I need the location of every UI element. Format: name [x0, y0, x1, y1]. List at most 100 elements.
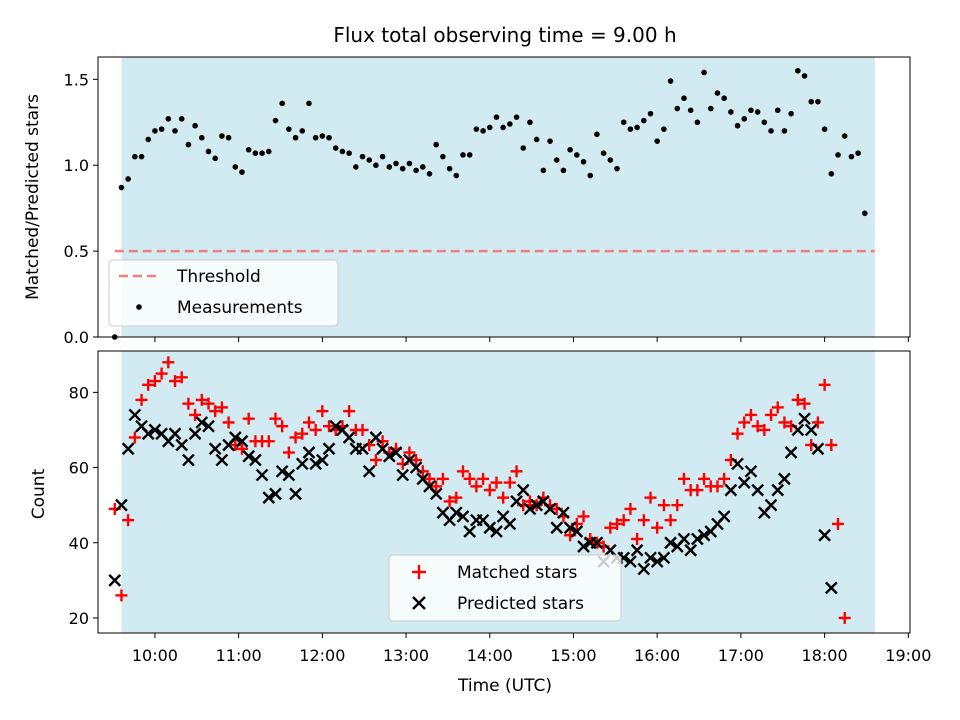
predicted-star-point	[818, 528, 831, 542]
measurement-point	[486, 124, 493, 131]
predicted-star-point	[804, 423, 818, 437]
measurement-point	[808, 98, 815, 105]
count-y-tick-label: 20	[69, 609, 89, 628]
matched-star-point	[128, 431, 141, 444]
predicted-star-stroke	[235, 434, 249, 448]
measurement-point	[553, 157, 560, 163]
ratio-legend-box	[108, 259, 339, 327]
predicted-star-stroke	[262, 491, 276, 504]
matched-star-point	[456, 465, 469, 478]
matched-star-point	[644, 491, 657, 504]
ratio-y-tick-label: 1.0	[64, 156, 89, 175]
measurement-point	[694, 119, 701, 126]
measurement-point	[272, 117, 279, 124]
matched-star-point	[235, 442, 248, 455]
matched-star-point	[711, 480, 724, 493]
predicted-star-stroke	[242, 449, 256, 463]
matched-star-point	[798, 397, 811, 410]
predicted-star-stroke	[496, 510, 510, 523]
matched-star-point	[470, 480, 483, 493]
predicted-star-point	[121, 442, 135, 456]
predicted-star-point	[563, 521, 577, 535]
measurement-point	[594, 131, 600, 138]
measurement-point	[165, 116, 172, 122]
predicted-star-stroke	[449, 506, 463, 520]
measurement-point	[741, 116, 748, 122]
measurement-point	[774, 107, 781, 114]
predicted-star-stroke	[382, 449, 396, 463]
predicted-star-point	[322, 442, 336, 456]
measurement-point	[473, 126, 480, 132]
measurement-point	[520, 145, 527, 151]
measurement-point	[339, 148, 346, 155]
measurement-point	[507, 121, 513, 127]
measurement-point	[145, 136, 152, 143]
matched-star-point	[309, 423, 322, 436]
predicted-star-stroke	[108, 574, 122, 587]
matched-star-point	[356, 423, 369, 436]
predicted-star-point	[235, 434, 249, 448]
predicted-star-point	[516, 483, 530, 497]
predicted-star-point	[115, 498, 128, 512]
predicted-star-stroke	[657, 551, 671, 565]
matched-star-point	[148, 375, 161, 388]
matched-star-point	[671, 499, 684, 512]
predicted-star-stroke	[168, 427, 182, 441]
measurement-point	[768, 128, 774, 134]
matched-star-point	[323, 420, 336, 433]
measurement-point	[306, 100, 312, 107]
predicted-star-point	[309, 457, 322, 471]
predicted-star-stroke	[342, 431, 356, 444]
ratio-axis-ticks: 0.0 0.5 1.0 1.5	[64, 70, 909, 347]
measurement-point	[687, 107, 694, 114]
predicted-star-stroke	[148, 423, 162, 437]
predicted-star-stroke	[376, 442, 389, 456]
matched-star-point	[497, 491, 510, 504]
predicted-star-point	[175, 438, 189, 452]
predicted-star-stroke	[697, 528, 711, 542]
predicted-star-stroke	[175, 438, 189, 452]
measurement-point	[574, 152, 580, 158]
matched-star-point	[175, 371, 188, 384]
matched-star-point	[738, 416, 751, 429]
matched-star-point	[436, 472, 449, 485]
predicted-star-stroke	[637, 562, 651, 576]
predicted-star-stroke	[744, 464, 758, 478]
measurement-point	[728, 109, 734, 115]
x-tick-label: 13:00	[383, 646, 429, 665]
predicted-star-point	[409, 461, 423, 474]
matched-star-point	[282, 446, 295, 459]
predicted-star-stroke	[409, 461, 423, 474]
predicted-star-point	[791, 423, 805, 437]
measurement-point	[138, 153, 145, 160]
predicted-star-point	[490, 525, 503, 538]
predicted-star-stroke	[275, 464, 289, 478]
measurement-point	[754, 109, 761, 115]
matched-star-point	[483, 484, 496, 497]
predicted-star-point	[724, 483, 738, 497]
measurement-point	[681, 95, 687, 102]
measurement-point	[540, 167, 547, 174]
predicted-star-stroke	[476, 513, 490, 527]
predicted-star-stroke	[630, 543, 644, 557]
measurement-point	[118, 184, 125, 191]
predicted-star-point	[208, 442, 222, 456]
predicted-star-stroke	[784, 446, 798, 459]
matched-star-point	[657, 499, 670, 512]
predicted-star-point	[249, 453, 262, 467]
predicted-star-point	[644, 551, 657, 565]
predicted-star-point	[429, 487, 443, 501]
predicted-star-point	[382, 449, 396, 463]
measurement-point	[373, 162, 379, 169]
predicted-star-point	[188, 427, 202, 441]
matched-star-point	[771, 401, 784, 414]
predicted-star-stroke	[269, 487, 282, 501]
measurement-point	[861, 210, 868, 217]
measurement-point	[480, 128, 486, 134]
predicted-star-stroke	[550, 521, 564, 535]
predicted-star-point	[128, 408, 142, 422]
measurement-point	[299, 128, 306, 134]
matched-star-point	[430, 480, 443, 493]
measurement-point	[801, 73, 808, 79]
predicted-star-stroke	[255, 468, 269, 482]
